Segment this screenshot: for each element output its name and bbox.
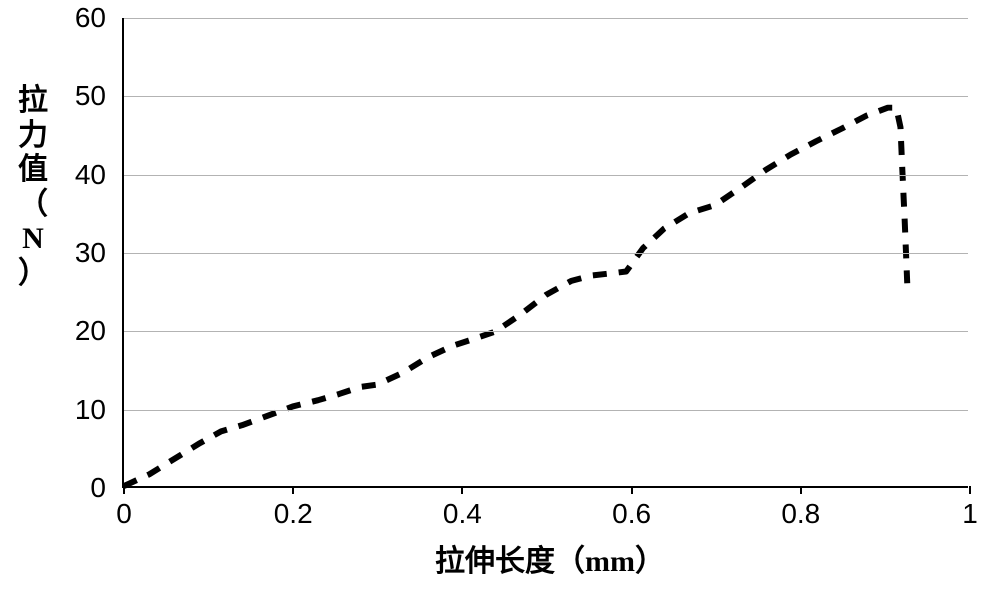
- y-tick-label: 60: [75, 2, 124, 34]
- plot-area: 010203040506000.20.40.60.81: [122, 18, 968, 488]
- gridline-horizontal: [124, 175, 968, 176]
- tensile-chart: 010203040506000.20.40.60.81 拉力值（N） 拉伸长度（…: [0, 0, 1000, 589]
- gridline-horizontal: [124, 253, 968, 254]
- gridline-horizontal: [124, 96, 968, 97]
- y-tick-label: 50: [75, 80, 124, 112]
- x-axis-title: 拉伸长度（mm）: [435, 536, 665, 580]
- x-tick-label: 0.2: [274, 486, 313, 530]
- x-tick-label: 0.8: [781, 486, 820, 530]
- gridline-horizontal: [124, 331, 968, 332]
- y-axis-title: 拉力值（N）: [16, 84, 50, 291]
- data-series-line: [124, 18, 968, 486]
- y-tick-label: 40: [75, 159, 124, 191]
- y-tick-label: 20: [75, 315, 124, 347]
- x-tick-label: 1: [962, 486, 978, 530]
- gridline-horizontal: [124, 410, 968, 411]
- x-tick-label: 0.4: [443, 486, 482, 530]
- gridline-horizontal: [124, 18, 968, 19]
- x-tick-label: 0: [116, 486, 132, 530]
- y-tick-label: 10: [75, 394, 124, 426]
- y-tick-label: 30: [75, 237, 124, 269]
- x-tick-label: 0.6: [612, 486, 651, 530]
